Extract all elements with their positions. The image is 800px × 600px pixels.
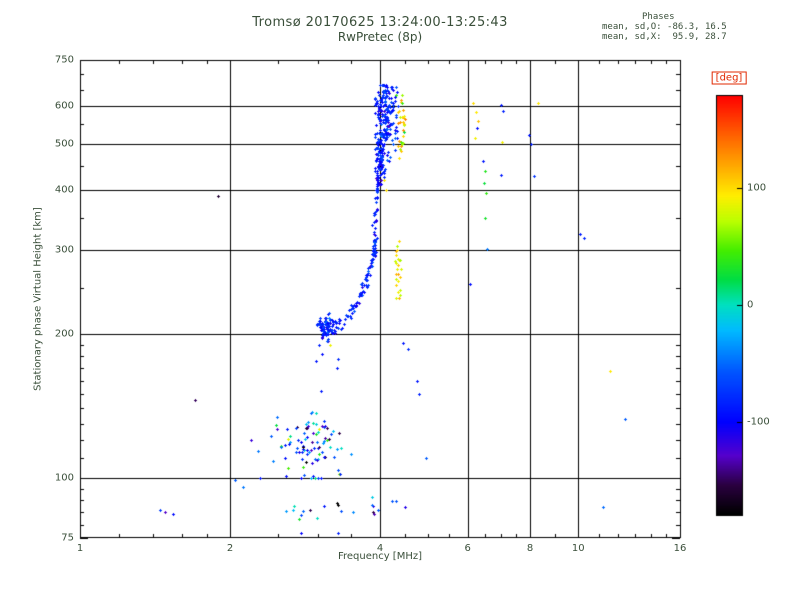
page-subtitle: RwPretec (8p)	[337, 30, 423, 44]
y-tick-label: 200	[54, 328, 74, 340]
x-tick-label: 2	[226, 543, 234, 554]
colorbar-tick-label: 0	[747, 299, 754, 311]
y-axis-label: Stationary phase Virtual Height [km]	[32, 207, 44, 391]
y-tick-label: 500	[54, 138, 74, 150]
x-tick-label: 16	[673, 543, 687, 554]
x-axis-label: Frequency [MHz]	[337, 551, 423, 562]
x-tick-label: 1	[76, 543, 84, 554]
x-tick-label: 6	[464, 543, 471, 554]
y-tick-label: 300	[54, 244, 74, 256]
phase-stats-header: Phases	[642, 12, 675, 22]
phase-stats-block: Phases mean, sd,O: -86.3, 16.5 mean, sd,…	[602, 12, 772, 42]
x-tick-label: 4	[376, 543, 384, 554]
colorbar-tick-label: 100	[747, 182, 767, 194]
page-title: Tromsø 20170625 13:24:00-13:25:43	[252, 15, 508, 30]
x-tick-label: 8	[526, 543, 534, 554]
y-tick-label: 750	[54, 54, 74, 66]
x-tick-label: 10	[571, 543, 585, 554]
phase-stats-x-mode: mean, sd,X: 95.9, 28.7	[602, 32, 727, 42]
phase-stats-o-mode: mean, sd,O: -86.3, 16.5	[602, 22, 727, 32]
y-tick-label: 600	[54, 100, 74, 112]
y-tick-label: 400	[54, 184, 74, 196]
y-tick-label: 100	[54, 472, 74, 484]
colorbar-units-label: [deg]	[711, 71, 747, 85]
y-tick-label: 75	[61, 532, 74, 544]
colorbar-tick-label: -100	[747, 416, 770, 428]
